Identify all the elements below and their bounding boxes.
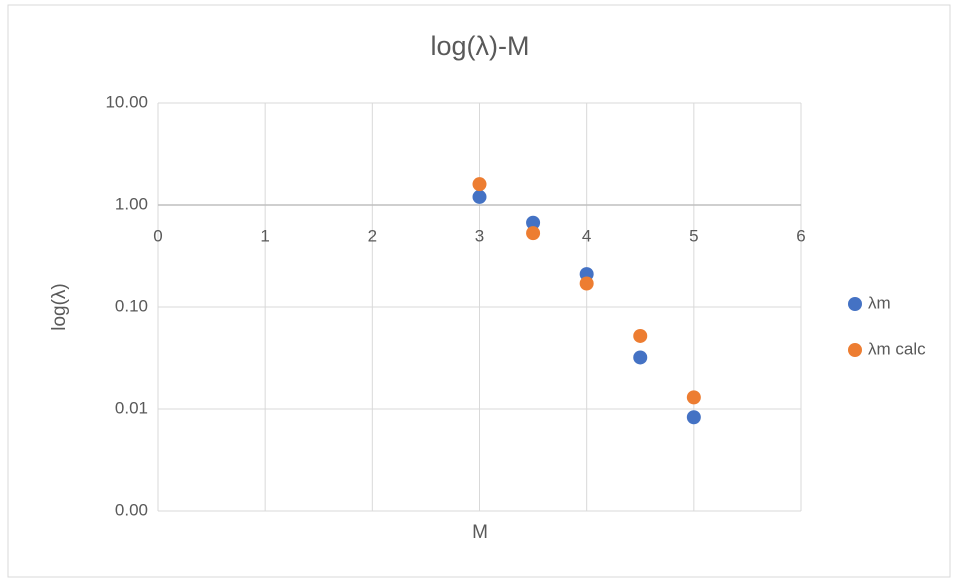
chart-title: log(λ)-M (431, 31, 530, 61)
point (472, 189, 487, 204)
x-tick-label: 1 (260, 226, 269, 245)
x-tick-label: 0 (153, 226, 162, 245)
y-tick-label: 0.00 (115, 500, 148, 519)
point (526, 215, 541, 230)
point (686, 410, 701, 425)
x-axis-label: M (472, 522, 488, 543)
point (633, 350, 648, 365)
point (472, 177, 487, 192)
point (579, 276, 594, 291)
x-tick-label: 5 (689, 226, 698, 245)
legend-marker (848, 343, 862, 357)
y-tick-label: 0.10 (115, 296, 148, 315)
legend-marker (848, 297, 862, 311)
y-tick-label: 1.00 (115, 194, 148, 213)
y-tick-label: 10.00 (105, 92, 148, 111)
point (526, 226, 541, 241)
point (633, 328, 648, 343)
y-axis-label: log(λ) (49, 283, 70, 331)
x-tick-label: 3 (475, 226, 484, 245)
y-tick-label: 0.01 (115, 398, 148, 417)
legend-label: λm (868, 293, 891, 312)
legend-label: λm calc (868, 339, 926, 358)
point (686, 390, 701, 405)
x-tick-label: 6 (796, 226, 805, 245)
x-tick-label: 2 (368, 226, 377, 245)
x-tick-label: 4 (582, 226, 591, 245)
